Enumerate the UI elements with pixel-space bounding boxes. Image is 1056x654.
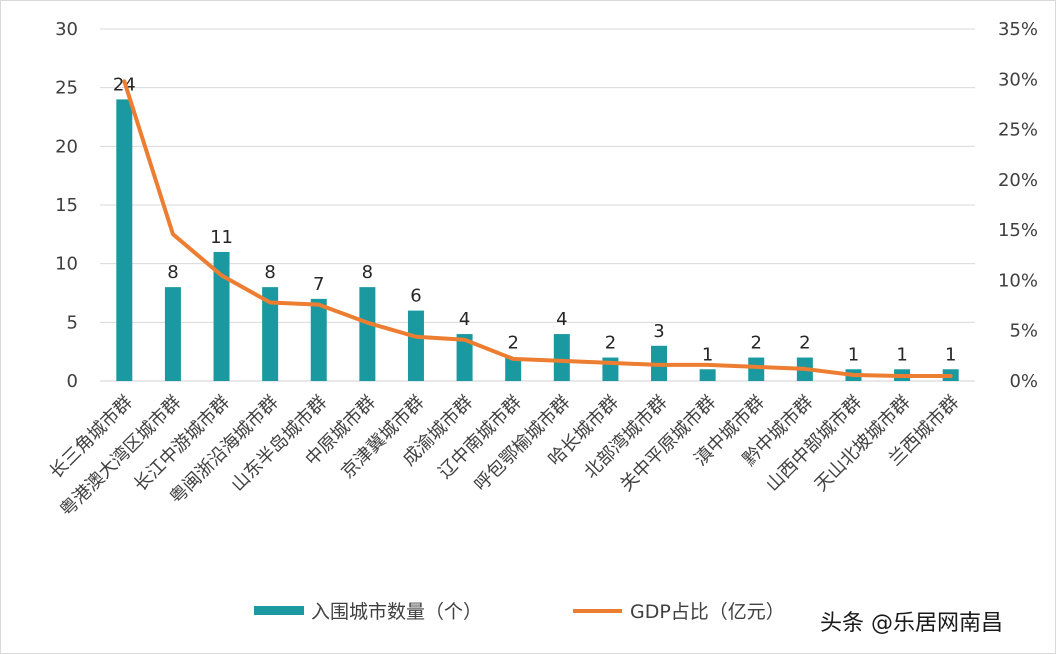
y-left-tick-label: 25	[55, 78, 78, 99]
data-label: 2	[507, 333, 518, 354]
data-label: 4	[556, 309, 567, 330]
data-label: 1	[702, 344, 713, 365]
bar	[213, 251, 230, 381]
y-right-tick-label: 10%	[998, 270, 1038, 291]
bar	[699, 369, 716, 381]
bar	[553, 334, 570, 381]
watermark-text: 头条 @乐居网南昌	[820, 611, 1003, 636]
y-left-tick-label: 15	[55, 195, 78, 216]
bar	[164, 287, 181, 381]
y-right-tick-label: 30%	[998, 69, 1038, 90]
legend-label-line: GDP占比（亿元）	[630, 601, 785, 623]
data-label: 11	[210, 227, 233, 248]
data-label: 2	[605, 333, 616, 354]
y-right-tick-label: 20%	[998, 170, 1038, 191]
bar	[505, 357, 522, 381]
bar	[116, 99, 133, 382]
legend-swatch-bars	[254, 606, 304, 615]
data-label: 2	[751, 333, 762, 354]
data-label: 2	[799, 333, 810, 354]
bar	[748, 357, 765, 381]
y-left-tick-label: 0	[67, 371, 78, 392]
y-left-tick-label: 5	[67, 312, 78, 333]
gdp-share-line	[122, 79, 953, 378]
bar	[359, 287, 376, 381]
y-right-tick-label: 15%	[998, 220, 1038, 241]
data-label: 1	[896, 344, 907, 365]
data-label: 3	[653, 321, 664, 342]
data-label: 8	[167, 262, 178, 283]
y-right-tick-label: 0%	[1009, 371, 1038, 392]
y-left-tick-label: 20	[55, 136, 78, 157]
legend-label-bars: 入围城市数量（个）	[311, 601, 482, 623]
data-label: 6	[410, 286, 421, 307]
data-label: 8	[264, 262, 275, 283]
data-label: 8	[362, 262, 373, 283]
bar	[310, 298, 327, 381]
x-category-label: 长三角城市群	[46, 392, 137, 483]
data-label: 4	[459, 309, 470, 330]
bar	[262, 287, 279, 381]
data-label: 1	[945, 344, 956, 365]
y-left-tick-label: 30	[55, 19, 78, 40]
y-right-tick-label: 25%	[998, 120, 1038, 141]
y-right-tick-label: 35%	[998, 19, 1038, 40]
data-label: 1	[848, 344, 859, 365]
y-right-tick-label: 5%	[1009, 321, 1038, 342]
bar	[456, 334, 473, 381]
data-label: 7	[313, 274, 324, 295]
bar	[407, 310, 424, 381]
y-left-tick-label: 10	[55, 254, 78, 275]
